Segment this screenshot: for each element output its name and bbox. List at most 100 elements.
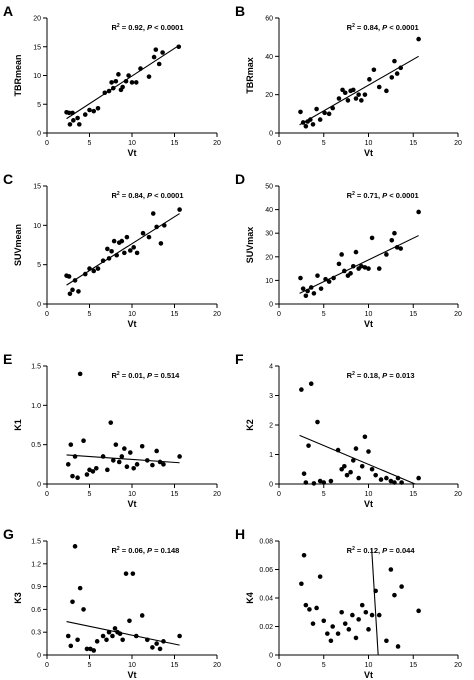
data-point bbox=[321, 480, 327, 485]
x-tick-label: 10 bbox=[365, 662, 373, 669]
data-point bbox=[94, 465, 99, 471]
data-point bbox=[366, 449, 371, 454]
data-point bbox=[328, 638, 334, 644]
data-point bbox=[126, 73, 131, 78]
data-point bbox=[350, 263, 356, 269]
y-tick-label: 10 bbox=[33, 223, 41, 230]
y-axis-label: K2 bbox=[245, 419, 255, 431]
data-point bbox=[346, 627, 352, 632]
panel-b: B 0 5 10 15 20 0 20 40 60 Vt TBRmax R2 = 0.84, P < 0… bbox=[235, 3, 462, 158]
x-tick-label: 0 bbox=[277, 140, 281, 147]
data-point bbox=[95, 266, 101, 271]
data-point bbox=[133, 80, 139, 85]
data-point bbox=[128, 248, 133, 253]
data-point bbox=[145, 458, 150, 463]
data-point bbox=[395, 475, 401, 481]
y-tick-label: 40 bbox=[265, 54, 273, 61]
data-point bbox=[348, 469, 353, 475]
data-point bbox=[314, 605, 319, 611]
data-point bbox=[331, 275, 336, 281]
data-point bbox=[303, 293, 309, 299]
y-tick-label: 60 bbox=[265, 16, 273, 23]
data-point bbox=[301, 471, 307, 476]
data-point bbox=[342, 268, 347, 274]
regression-line bbox=[66, 621, 180, 646]
y-tick-label: 0.6 bbox=[31, 607, 41, 614]
y-tick-label: 50 bbox=[265, 184, 273, 191]
panel-letter: C bbox=[3, 171, 13, 187]
data-point bbox=[105, 467, 110, 473]
data-point bbox=[161, 639, 166, 644]
regression-line bbox=[299, 235, 419, 294]
data-point bbox=[154, 641, 159, 646]
stat-label: R2 = 0.12, P = 0.044 bbox=[347, 546, 416, 555]
data-point bbox=[318, 286, 324, 291]
panel-h: H 0 5 10 15 20 0 0.02 0.04 0.06 0.08 Vt K4 R2 = 0.12,… bbox=[235, 526, 462, 680]
data-point bbox=[392, 58, 397, 64]
data-point bbox=[298, 109, 303, 115]
y-axis-label: TBRmean bbox=[13, 54, 23, 96]
data-point bbox=[68, 442, 74, 447]
data-point bbox=[95, 105, 101, 111]
data-point bbox=[340, 87, 345, 93]
y-tick-label: 0.9 bbox=[31, 584, 41, 591]
data-point bbox=[66, 110, 72, 116]
data-point bbox=[300, 120, 306, 125]
data-point bbox=[131, 465, 136, 471]
y-axis-label: K3 bbox=[13, 592, 23, 604]
y-tick-label: 0.04 bbox=[259, 596, 273, 603]
data-point bbox=[350, 458, 356, 463]
x-tick-label: 20 bbox=[454, 491, 462, 498]
data-point bbox=[339, 609, 344, 615]
data-point bbox=[326, 111, 332, 117]
data-point bbox=[67, 122, 73, 127]
data-point bbox=[129, 80, 135, 85]
data-point bbox=[70, 287, 75, 293]
y-tick-label: 0 bbox=[269, 302, 273, 309]
data-point bbox=[76, 289, 81, 294]
panel-e: E 0 5 10 15 20 0 0.5 1.0 1.5 Vt K1 R2 = 0.01, P = 0.… bbox=[3, 351, 221, 509]
data-point bbox=[344, 472, 350, 478]
regression-line bbox=[371, 548, 379, 655]
axis-lines bbox=[278, 366, 458, 485]
data-point bbox=[356, 617, 361, 622]
data-point bbox=[124, 234, 130, 240]
y-tick-label: 10 bbox=[33, 73, 41, 80]
data-point bbox=[353, 635, 359, 641]
data-point bbox=[348, 271, 353, 276]
x-tick-label: 20 bbox=[213, 140, 221, 147]
data-point bbox=[123, 571, 129, 576]
stat-label: R2 = 0.06, P = 0.148 bbox=[112, 546, 180, 555]
y-axis-label: SUVmax bbox=[245, 227, 255, 264]
x-tick-label: 20 bbox=[454, 311, 462, 318]
data-point bbox=[153, 47, 159, 52]
y-tick-label: 5 bbox=[37, 262, 41, 269]
data-point bbox=[122, 446, 127, 451]
data-point bbox=[300, 286, 306, 291]
data-point bbox=[104, 637, 109, 643]
y-tick-label: 15 bbox=[33, 184, 41, 191]
y-tick-label: 0.3 bbox=[31, 630, 41, 637]
axis-lines bbox=[278, 186, 458, 305]
data-point bbox=[342, 90, 348, 96]
x-tick-label: 5 bbox=[322, 491, 326, 498]
y-tick-label: 5 bbox=[37, 102, 41, 109]
x-tick-label: 10 bbox=[128, 311, 136, 318]
data-point bbox=[67, 291, 73, 297]
x-axis-label: Vt bbox=[128, 319, 137, 329]
data-point bbox=[177, 207, 182, 212]
data-point bbox=[392, 230, 397, 236]
x-tick-label: 0 bbox=[45, 140, 49, 147]
panel-letter: D bbox=[235, 171, 245, 187]
data-point bbox=[342, 464, 347, 469]
data-point bbox=[116, 72, 121, 77]
data-point bbox=[362, 92, 368, 97]
data-point bbox=[106, 629, 112, 635]
data-point bbox=[384, 88, 389, 94]
data-point bbox=[303, 480, 309, 485]
data-point bbox=[124, 464, 130, 469]
y-tick-label: 0 bbox=[269, 653, 273, 660]
x-axis-label: Vt bbox=[128, 670, 137, 680]
panel-letter: F bbox=[235, 351, 244, 367]
data-point bbox=[109, 248, 114, 254]
